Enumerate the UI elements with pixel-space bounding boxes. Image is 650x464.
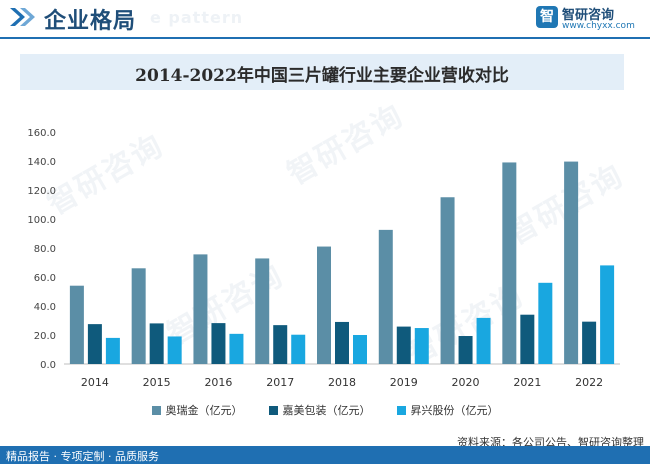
- bar-1: [255, 258, 270, 364]
- x-tick-label: 2022: [575, 376, 603, 389]
- x-tick-label: 2018: [328, 376, 356, 389]
- bar-1: [317, 246, 331, 364]
- bar-1: [378, 229, 393, 364]
- legend-label: 奥瑞金（亿元）: [165, 404, 243, 417]
- bar-1: [440, 197, 455, 364]
- brand-block: 智 智研咨询 www.chyxx.com: [536, 4, 636, 34]
- chart-title-band: 2014-2022年中国三片罐行业主要企业营收对比: [20, 54, 624, 90]
- bar-3: [105, 337, 120, 364]
- chart-legend: 奥瑞金（亿元） 嘉美包装（亿元） 昇兴股份（亿元）: [0, 401, 650, 419]
- bar-3: [414, 328, 429, 364]
- bar-2: [87, 324, 102, 364]
- x-tick-label: 2020: [452, 376, 480, 389]
- bar-2: [335, 321, 349, 364]
- bar-3: [353, 335, 367, 364]
- bar-2: [458, 336, 473, 364]
- bar-2: [273, 325, 288, 364]
- footer-slogan: 精品报告 · 专项定制 · 品质服务: [6, 450, 159, 463]
- bar-2: [211, 323, 226, 364]
- x-tick-label: 2021: [513, 376, 541, 389]
- y-tick-label: 160.0: [27, 128, 56, 139]
- bar-1: [69, 285, 84, 364]
- brand-url: www.chyxx.com: [562, 21, 635, 31]
- legend-swatch: [151, 405, 161, 415]
- y-tick-label: 120.0: [27, 186, 56, 197]
- legend-item: 昇兴股份（亿元）: [396, 401, 499, 419]
- bar-2: [396, 326, 411, 364]
- y-tick-label: 40.0: [34, 302, 56, 313]
- brand-logo-icon: 智: [536, 6, 558, 28]
- legend-item: 奥瑞金（亿元）: [151, 401, 243, 419]
- x-tick-label: 2019: [390, 376, 418, 389]
- page-header: 企业格局 e pattern 智 智研咨询 www.chyxx.com: [0, 0, 650, 34]
- bar-1: [131, 268, 146, 364]
- bar-2: [582, 321, 597, 364]
- legend-label: 昇兴股份（亿元）: [410, 404, 499, 417]
- bar-3: [476, 317, 491, 364]
- chart-title: 2014-2022年中国三片罐行业主要企业营收对比: [135, 66, 509, 86]
- y-tick-label: 80.0: [34, 244, 56, 255]
- section-ghost-text: e pattern: [150, 8, 244, 27]
- legend-label: 嘉美包装（亿元）: [282, 404, 371, 417]
- bar-1: [193, 254, 208, 364]
- footer-bar: 精品报告 · 专项定制 · 品质服务: [0, 446, 650, 464]
- bar-3: [167, 336, 182, 364]
- bar-3: [291, 334, 306, 364]
- y-tick-label: 0.0: [40, 360, 56, 371]
- bar-3: [538, 282, 553, 364]
- x-tick-label: 2017: [266, 376, 294, 389]
- legend-swatch: [268, 405, 278, 415]
- header-divider: [0, 37, 650, 39]
- bar-2: [520, 314, 535, 364]
- bar-chart: 0.0 20.0 40.0 60.0 80.0 100.0 120.0 140.0 160.0 2…: [27, 128, 620, 389]
- brand-name: 智研咨询: [562, 8, 615, 23]
- legend-item: 嘉美包装（亿元）: [268, 401, 371, 419]
- bar-1: [564, 161, 579, 364]
- x-tick-label: 2015: [143, 376, 171, 389]
- y-tick-label: 20.0: [34, 331, 56, 342]
- y-tick-label: 100.0: [27, 215, 56, 226]
- bar-2: [149, 323, 164, 364]
- source-note: 资料来源：各公司公告、智研咨询整理: [457, 436, 644, 449]
- y-tick-label: 60.0: [34, 273, 56, 284]
- y-tick-label: 140.0: [27, 157, 56, 168]
- bar-1: [502, 162, 517, 364]
- bar-3: [600, 265, 615, 364]
- legend-swatch: [396, 405, 406, 415]
- double-chevron-icon: [10, 8, 35, 26]
- x-tick-label: 2016: [204, 376, 232, 389]
- x-tick-label: 2014: [81, 376, 109, 389]
- section-title: 企业格局: [44, 9, 137, 34]
- bar-3: [229, 333, 244, 364]
